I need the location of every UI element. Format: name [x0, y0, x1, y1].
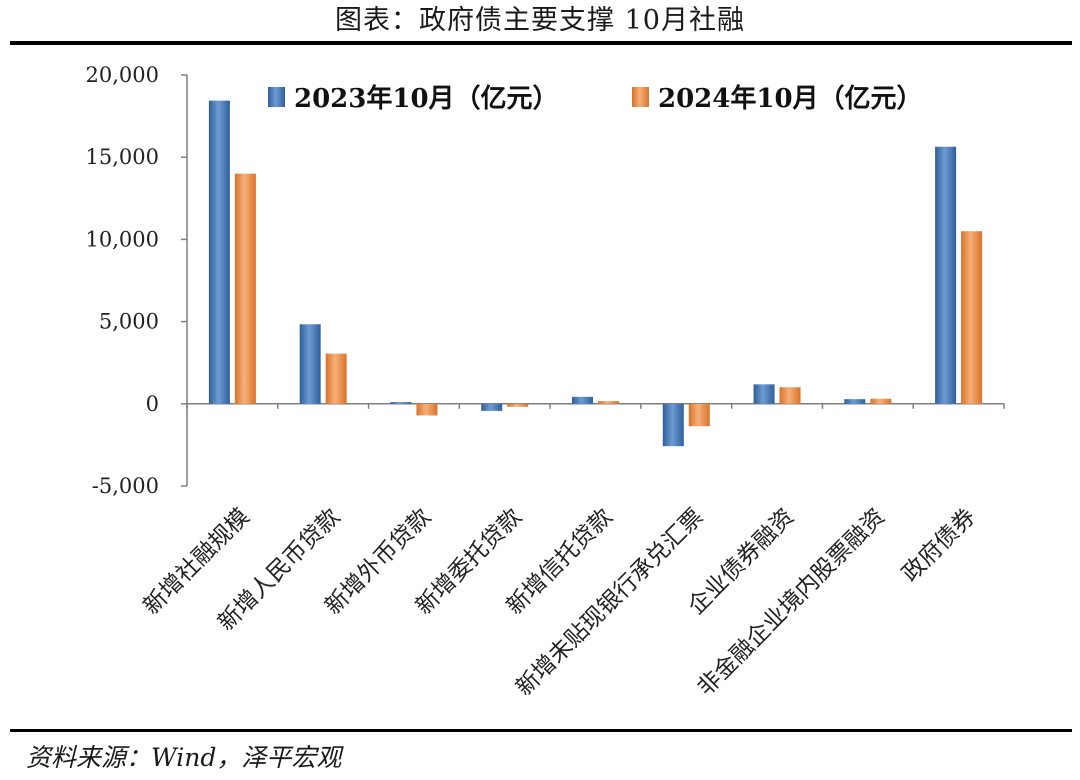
- bar-series1-7: [844, 399, 866, 404]
- bar-series1-0: [208, 100, 230, 404]
- bar-series2-4: [598, 401, 619, 404]
- bar-series1-3: [481, 403, 503, 411]
- y-tick-label: 20,000: [86, 63, 159, 87]
- legend-label-series2: 2024年10月（亿元）: [658, 83, 923, 114]
- x-category-label: 非金融企业境内股票融资: [693, 504, 890, 701]
- bottom-rule: [10, 729, 1072, 732]
- bar-series1-8: [935, 146, 957, 404]
- bar-series1-5: [662, 403, 684, 447]
- bar-series2-3: [507, 403, 529, 407]
- source-note: 资料来源：Wind，泽平宏观: [26, 743, 342, 772]
- bar-series2-7: [870, 398, 892, 404]
- legend-label-series1: 2023年10月（亿元）: [294, 83, 559, 114]
- bar-series1-1: [299, 324, 321, 404]
- bar-series2-6: [779, 387, 801, 404]
- y-tick-label: -5,000: [92, 474, 159, 498]
- bar-series1-2: [390, 402, 412, 404]
- legend: 2023年10月（亿元） 2024年10月（亿元）: [268, 83, 923, 114]
- bar-series2-8: [961, 231, 983, 404]
- x-category-label: 新增未贴现银行承兑汇票: [511, 504, 708, 701]
- bar-series2-1: [325, 353, 347, 404]
- y-tick-label: 10,000: [86, 227, 159, 251]
- x-category-label: 政府债券: [897, 504, 980, 587]
- axes: 20,000 15,000 10,000 5,000 0 -5,000: [86, 63, 1005, 498]
- bar-series2-2: [416, 403, 438, 416]
- y-tick-label: 5,000: [99, 310, 159, 334]
- bar-chart: 20,000 15,000 10,000 5,000 0 -5,000 新增社融规模新增人…: [86, 63, 1005, 701]
- bar-series2-0: [234, 173, 256, 404]
- bars: [208, 100, 983, 447]
- bar-series2-5: [688, 403, 710, 427]
- legend-swatch-series1: [268, 87, 285, 107]
- y-tick-label: 15,000: [86, 145, 159, 169]
- top-rule: [10, 41, 1072, 45]
- figure-title: 图表：政府债主要支撑 10月社融: [335, 5, 745, 36]
- bar-series1-6: [753, 384, 775, 404]
- labels: 新增社融规模新增人民币贷款新增外币贷款新增委托贷款新增信托贷款新增未贴现银行承兑…: [139, 504, 981, 701]
- y-tick-label: 0: [146, 392, 159, 416]
- bar-series1-4: [572, 396, 593, 404]
- legend-swatch-series2: [632, 87, 649, 107]
